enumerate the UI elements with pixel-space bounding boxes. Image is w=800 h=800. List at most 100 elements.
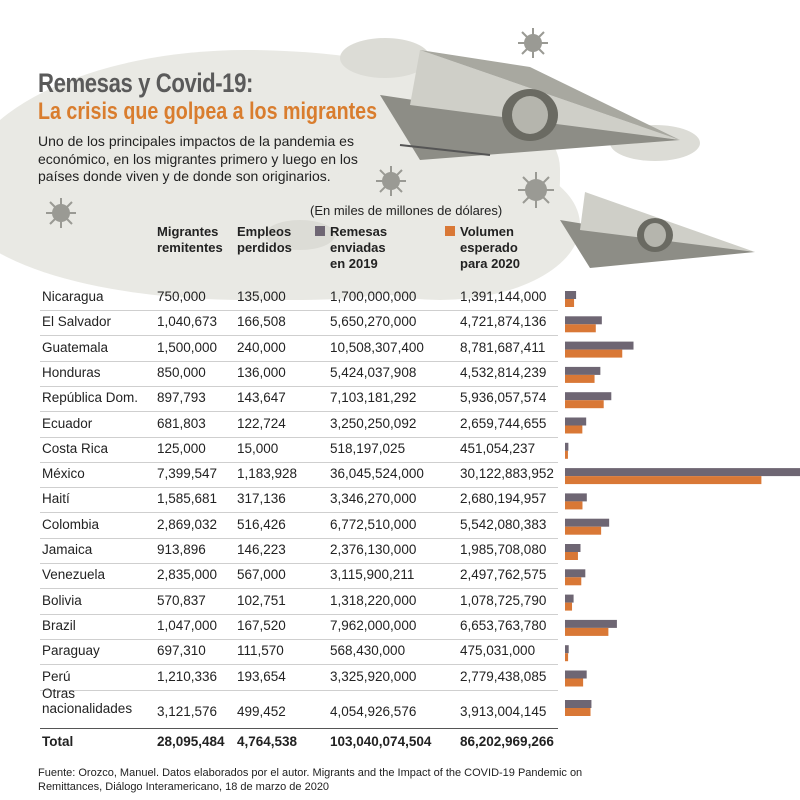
cell-empleos: 15,000 bbox=[237, 440, 279, 456]
background-blob-secondary bbox=[300, 150, 580, 300]
cell-country: República Dom. bbox=[42, 390, 139, 406]
bar-remesas-2019 bbox=[565, 291, 577, 299]
dollar-plane-illustration-small bbox=[560, 192, 755, 268]
header-line: en 2019 bbox=[330, 256, 378, 271]
row-divider bbox=[40, 638, 558, 640]
row-divider bbox=[40, 588, 558, 590]
cell-volumen: 3,913,004,145 bbox=[460, 704, 547, 719]
cell-volumen: 4,532,814,239 bbox=[460, 364, 547, 380]
cell-country: Guatemala bbox=[42, 339, 109, 355]
row-divider bbox=[40, 335, 558, 337]
column-header-remesas: Remesas enviadas en 2019 bbox=[315, 224, 387, 272]
bar-volumen-2020 bbox=[565, 577, 582, 586]
header-line: Volumen bbox=[460, 224, 514, 239]
header-line: remitentes bbox=[157, 240, 223, 255]
table-row: Jamaica 913,896 146,223 2,376,130,000 1,985,… bbox=[0, 542, 560, 566]
cell-empleos: 317,136 bbox=[237, 491, 286, 507]
dollar-plane-illustration bbox=[380, 50, 680, 160]
bar-remesas-2019 bbox=[565, 417, 587, 426]
cell-migrantes: 681,803 bbox=[157, 415, 206, 431]
row-divider bbox=[40, 461, 558, 463]
bar-volumen-2020 bbox=[565, 501, 583, 510]
bar-remesas-2019 bbox=[565, 594, 574, 603]
cell-remesas: 36,045,524,000 bbox=[330, 466, 424, 482]
table-row: Ecuador 681,803 122,724 3,250,250,092 2,659,… bbox=[0, 416, 560, 440]
bar-volumen-2020 bbox=[565, 476, 762, 485]
table-row: Perú 1,210,336 193,654 3,325,920,000 2,779,4… bbox=[0, 669, 560, 693]
row-divider bbox=[40, 689, 558, 691]
cell-migrantes: 1,500,000 bbox=[157, 339, 218, 355]
table-row: Haití 1,585,681 317,136 3,346,270,000 2,680,… bbox=[0, 491, 560, 515]
cell-empleos: 166,508 bbox=[237, 314, 286, 330]
bar-volumen-2020 bbox=[565, 324, 596, 333]
cell-migrantes: 570,837 bbox=[157, 592, 206, 608]
header-line: esperado bbox=[460, 240, 518, 255]
header-line: para 2020 bbox=[460, 256, 520, 271]
bar-volumen-2020 bbox=[565, 708, 591, 716]
bar-volumen-2020 bbox=[565, 299, 575, 307]
bar-remesas-2019 bbox=[565, 670, 587, 679]
row-divider bbox=[40, 436, 558, 438]
bar-volumen-2020 bbox=[565, 374, 595, 383]
cell-volumen: 2,680,194,957 bbox=[460, 491, 547, 507]
total-row: Total 28,095,484 4,764,538 103,040,074,5… bbox=[0, 734, 560, 758]
table-row: México 7,399,547 1,183,928 36,045,524,000 30… bbox=[0, 466, 560, 490]
total-migrantes: 28,095,484 bbox=[157, 734, 225, 749]
cell-migrantes: 1,047,000 bbox=[157, 617, 218, 633]
row-divider bbox=[40, 487, 558, 489]
table-row: Colombia 2,869,032 516,426 6,772,510,000 5,5… bbox=[0, 517, 560, 541]
row-divider bbox=[40, 537, 558, 539]
total-volumen: 86,202,969,266 bbox=[460, 734, 554, 749]
legend-swatch-volumen bbox=[445, 226, 455, 236]
cell-remesas: 2,376,130,000 bbox=[330, 542, 417, 557]
bar-remesas-2019 bbox=[565, 544, 581, 552]
cell-empleos: 135,000 bbox=[237, 289, 286, 304]
cell-empleos: 516,426 bbox=[237, 516, 286, 532]
table-row: Costa Rica 125,000 15,000 518,197,025 451,05… bbox=[0, 441, 560, 465]
cell-remesas: 1,318,220,000 bbox=[330, 592, 417, 608]
cell-remesas: 6,772,510,000 bbox=[330, 516, 417, 532]
bar-volumen-2020 bbox=[565, 425, 583, 434]
cell-empleos: 1,183,928 bbox=[237, 466, 298, 482]
cell-volumen: 4,721,874,136 bbox=[460, 314, 547, 330]
row-divider bbox=[40, 310, 558, 311]
row-divider bbox=[40, 664, 558, 666]
cell-remesas: 7,962,000,000 bbox=[330, 617, 417, 633]
cell-country: Brazil bbox=[42, 617, 76, 633]
bar-volumen-2020 bbox=[565, 552, 578, 560]
cell-volumen: 475,031,000 bbox=[460, 643, 536, 659]
table-row: Nicaragua 750,000 135,000 1,700,000,000 1,39… bbox=[0, 289, 560, 313]
row-divider bbox=[40, 385, 558, 387]
cloud-decoration bbox=[340, 38, 430, 78]
cell-migrantes: 897,793 bbox=[157, 390, 206, 406]
cell-empleos: 167,520 bbox=[237, 617, 286, 633]
bar-remesas-2019 bbox=[565, 700, 592, 708]
column-header-empleos: Empleos perdidos bbox=[237, 224, 292, 256]
column-header-volumen: Volumen esperado para 2020 bbox=[445, 224, 520, 272]
cell-volumen: 5,936,057,574 bbox=[460, 390, 547, 406]
cell-migrantes: 125,000 bbox=[157, 440, 206, 456]
cell-country: Jamaica bbox=[42, 542, 93, 557]
cell-volumen: 2,497,762,575 bbox=[460, 567, 547, 583]
cell-volumen: 30,122,883,952 bbox=[460, 466, 554, 482]
cell-country: Costa Rica bbox=[42, 440, 109, 456]
cell-remesas: 3,325,920,000 bbox=[330, 668, 417, 684]
bar-remesas-2019 bbox=[565, 442, 569, 451]
column-header-migrantes: Migrantes remitentes bbox=[157, 224, 223, 256]
total-divider bbox=[40, 728, 558, 729]
bar-volumen-2020 bbox=[565, 627, 609, 636]
cell-country: Venezuela bbox=[42, 567, 106, 583]
units-note: (En miles de millones de dólares) bbox=[310, 203, 503, 218]
bar-remesas-2019 bbox=[565, 392, 612, 401]
bar-remesas-2019 bbox=[565, 493, 587, 502]
cell-country: Paraguay bbox=[42, 643, 100, 659]
table-row: Guatemala 1,500,000 240,000 10,508,307,400 8… bbox=[0, 340, 560, 364]
cell-remesas: 5,424,037,908 bbox=[330, 364, 417, 380]
cell-remesas: 1,700,000,000 bbox=[330, 289, 417, 304]
cell-remesas: 568,430,000 bbox=[330, 643, 406, 659]
bar-volumen-2020 bbox=[565, 450, 568, 459]
cell-empleos: 146,223 bbox=[237, 542, 286, 557]
virus-icon bbox=[518, 28, 548, 58]
row-divider bbox=[40, 613, 558, 615]
bar-remesas-2019 bbox=[565, 316, 602, 325]
